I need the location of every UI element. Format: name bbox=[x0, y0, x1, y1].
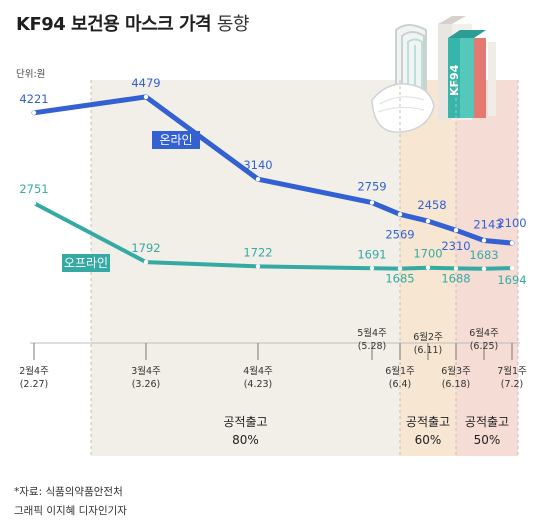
series-tag-offline-bg bbox=[62, 254, 110, 272]
mask-icon bbox=[371, 83, 435, 133]
x-tick-label-8-1: (7.2) bbox=[501, 379, 524, 390]
x-tick-label-6-0: 6월3주 bbox=[441, 365, 471, 377]
data-point-offline-7 bbox=[481, 266, 487, 271]
data-point-online-6 bbox=[453, 228, 459, 233]
data-point-offline-1 bbox=[143, 259, 149, 265]
x-tick-label-2-1: (4.23) bbox=[244, 379, 273, 390]
data-point-offline-2 bbox=[255, 264, 261, 269]
data-point-online-7 bbox=[481, 238, 487, 243]
x-tick-label-6-1: (6.18) bbox=[442, 379, 471, 390]
credit-note: 그래픽 이지혜 디자인기자 bbox=[14, 505, 127, 517]
value-label-online-1: 4479 bbox=[131, 76, 160, 90]
data-point-offline-6 bbox=[453, 266, 459, 271]
mask-illustration: KF94 bbox=[371, 16, 496, 133]
value-label-offline-5: 1700 bbox=[413, 247, 442, 261]
value-label-offline-6: 1688 bbox=[441, 271, 470, 285]
supply-value-1: 80% bbox=[232, 433, 259, 447]
value-label-offline-1: 1792 bbox=[131, 241, 160, 255]
data-point-offline-8 bbox=[509, 265, 515, 271]
x-tick-label-1-1: (3.26) bbox=[132, 379, 161, 390]
data-point-offline-3 bbox=[369, 266, 375, 271]
data-point-online-5 bbox=[425, 218, 431, 224]
value-label-offline-3: 1691 bbox=[357, 247, 386, 261]
svg-text:KF94: KF94 bbox=[448, 64, 461, 96]
x-tick-label-5-1: (6.11) bbox=[414, 345, 443, 356]
x-tick-label-4-0: 6월1주 bbox=[385, 365, 415, 377]
data-point-offline-5 bbox=[425, 265, 431, 270]
title-tail: 동향 bbox=[216, 14, 250, 35]
x-axis: 2월4주 (2.27) 3월4주 (3.26) 4월4주 (4.23) 5월4주 (5.28)… bbox=[19, 327, 527, 390]
supply-label-3: 공적출고 bbox=[465, 415, 509, 429]
series-tag-online: 온라인 bbox=[159, 133, 192, 147]
value-label-offline-8: 1694 bbox=[497, 273, 526, 287]
x-tick-label-5-0: 6월2주 bbox=[413, 331, 443, 343]
data-point-offline-4 bbox=[397, 266, 403, 271]
unit-label: 단위:원 bbox=[16, 69, 46, 80]
data-point-online-8 bbox=[509, 240, 515, 246]
value-label-online-8: 2100 bbox=[497, 216, 526, 230]
value-label-online-6: 2310 bbox=[441, 239, 470, 253]
x-tick-label-0-0: 2월4주 bbox=[19, 365, 49, 377]
x-tick-label-7-0: 6월4주 bbox=[469, 327, 499, 339]
value-label-online-3: 2759 bbox=[357, 180, 386, 194]
x-tick-label-7-1: (6.25) bbox=[470, 341, 499, 352]
supply-label-2: 공적출고 bbox=[406, 415, 450, 429]
value-label-online-4: 2569 bbox=[385, 227, 414, 241]
supply-value-2: 60% bbox=[415, 433, 442, 447]
data-point-online-4 bbox=[397, 212, 403, 217]
title-main: KF94 보건용 마스크 가격 bbox=[16, 14, 212, 35]
x-tick-label-3-0: 5월4주 bbox=[357, 327, 387, 339]
series-points bbox=[31, 94, 515, 271]
page-title: KF94 보건용 마스크 가격 동향 bbox=[16, 10, 249, 36]
value-label-online-5: 2458 bbox=[417, 198, 446, 212]
data-point-online-3 bbox=[369, 200, 375, 205]
x-tick-label-0-1: (2.27) bbox=[20, 379, 49, 390]
data-point-offline-0 bbox=[31, 200, 37, 206]
value-label-offline-2: 1722 bbox=[243, 245, 272, 259]
x-tick-label-2-0: 4월4주 bbox=[243, 365, 273, 377]
x-tick-label-4-1: (6.4) bbox=[389, 379, 412, 390]
value-label-online-2: 3140 bbox=[243, 158, 272, 172]
series-tag-offline: 오프라인 bbox=[64, 256, 108, 270]
value-label-offline-0: 2751 bbox=[19, 182, 48, 196]
value-label-offline-4: 1685 bbox=[385, 272, 414, 286]
value-label-offline-7: 1683 bbox=[469, 248, 498, 262]
supply-value-3: 50% bbox=[474, 433, 501, 447]
value-label-online-7: 2143 bbox=[473, 218, 502, 232]
supply-label-1: 공적출고 bbox=[223, 415, 267, 429]
x-tick-label-1-0: 3월4주 bbox=[131, 365, 161, 377]
source-note: *자료: 식품의약품안전처 bbox=[14, 486, 123, 498]
value-label-online-0: 4221 bbox=[19, 92, 48, 106]
data-point-online-1 bbox=[143, 94, 149, 100]
series-tag-online-bg bbox=[152, 131, 200, 149]
x-tick-label-3-1: (5.28) bbox=[358, 341, 387, 352]
data-point-online-0 bbox=[31, 110, 37, 116]
x-tick-label-8-0: 7월1주 bbox=[497, 365, 527, 377]
mask-box-icon: KF94 bbox=[438, 16, 496, 120]
data-point-online-2 bbox=[255, 177, 261, 182]
